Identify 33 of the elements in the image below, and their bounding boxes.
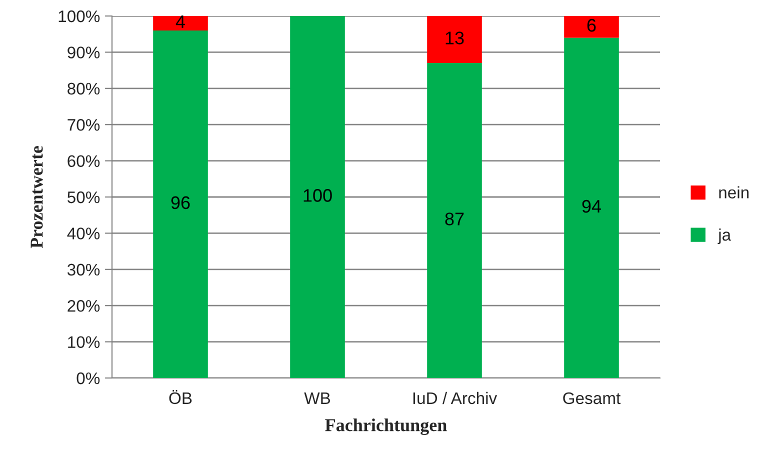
y-tick-label: 60% [68,155,100,168]
y-tick-label: 70% [68,119,100,131]
y-tick-label: 100% [58,10,100,22]
x-tick-label: IuD / Archiv [413,392,498,404]
y-tick-label: 40% [67,228,100,240]
legend-label: ja [718,228,732,244]
x-tick-label: WB [304,392,330,404]
data-label: 6 [587,18,596,32]
data-label: 94 [582,200,602,213]
data-label: 4 [176,15,185,28]
y-tick-label: 30% [67,264,100,276]
x-tick-label: Gesamt [563,392,621,404]
data-label: 100 [304,189,332,202]
bar [564,16,619,38]
y-tick-label: 0% [76,372,100,384]
bar [427,63,482,378]
data-label: 13 [446,32,464,44]
y-tick-label: 20% [68,300,100,312]
x-axis-title: Fachrichtungen [325,418,447,436]
bar [427,16,482,64]
y-tick-label: 80% [68,82,100,95]
bar [290,16,345,378]
x-tick-label: ÖB [169,390,192,404]
bar [564,38,619,378]
data-label: 96 [171,196,190,210]
y-tick-label: 90% [68,46,100,58]
y-tick-label: 50% [68,191,100,204]
data-label: 87 [445,212,464,226]
y-tick-label: 10% [68,336,100,348]
bar [153,16,208,30]
legend-label: nein [719,186,749,198]
y-axis-title: Prozentwerte [30,146,43,248]
bar [153,30,208,378]
